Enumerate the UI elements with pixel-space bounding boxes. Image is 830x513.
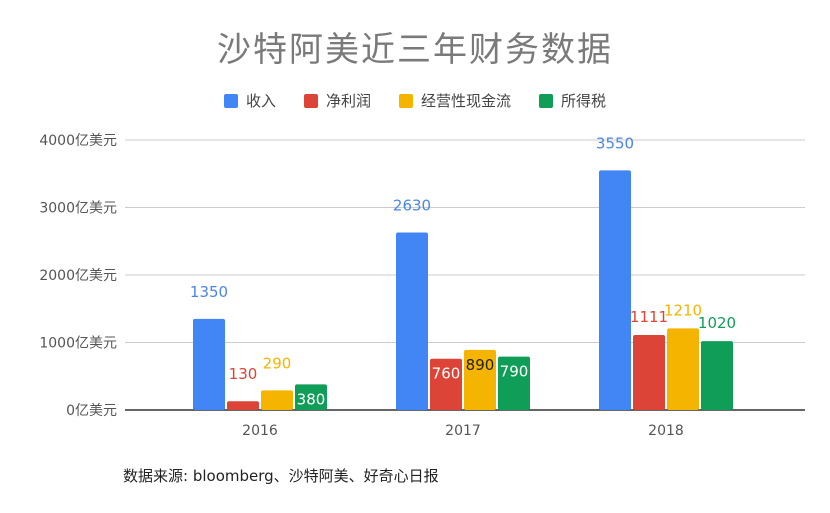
data-label: 380 (297, 390, 326, 408)
bar (430, 358, 462, 410)
data-label: 1350 (190, 283, 228, 301)
x-tick-label: 2017 (445, 423, 481, 439)
legend-label-operating-cash-flow: 经营性现金流 (421, 92, 512, 110)
legend-label-income-tax: 所得税 (561, 92, 607, 110)
bar (633, 335, 665, 410)
data-label: 890 (466, 356, 495, 374)
legend-item-income-tax: 所得税 (539, 90, 606, 111)
bar (667, 328, 699, 410)
bar (295, 384, 327, 410)
y-tick-label: 4000亿美元 (39, 133, 117, 149)
y-tick-label: 3000亿美元 (39, 201, 117, 217)
legend-item-net-profit: 净利润 (303, 90, 371, 111)
legend-label-net-profit: 净利润 (325, 92, 371, 110)
chart-title: 沙特阿美近三年财务数据 (217, 30, 613, 70)
x-tick-label: 2018 (648, 423, 684, 439)
legend-swatch-income-tax (539, 93, 554, 108)
bar (396, 232, 428, 410)
data-label: 290 (263, 354, 292, 372)
source-note: 数据来源: bloomberg、沙特阿美、好奇心日报 (123, 467, 439, 485)
data-label: 3550 (596, 134, 634, 152)
data-label: 2630 (393, 196, 431, 214)
data-label: 1111 (630, 308, 668, 326)
chart-legend: 收入 净利润 经营性现金流 所得税 (0, 90, 830, 111)
legend-label-revenue: 收入 (245, 92, 276, 110)
bar (498, 356, 530, 410)
x-tick-label: 2016 (242, 423, 278, 439)
bar (599, 170, 631, 410)
data-label: 1020 (698, 314, 736, 332)
bar (193, 318, 225, 410)
y-tick-label: 2000亿美元 (39, 268, 117, 284)
y-tick-label: 0亿美元 (66, 403, 117, 419)
legend-swatch-operating-cash-flow (399, 93, 413, 108)
legend-swatch-revenue (223, 93, 238, 108)
bar (227, 401, 259, 410)
y-tick-label: 1000亿美元 (39, 336, 117, 352)
bar (261, 390, 293, 410)
data-label: 130 (229, 365, 258, 383)
data-label: 1210 (664, 301, 702, 319)
legend-swatch-net-profit (303, 93, 318, 108)
data-label: 760 (432, 365, 461, 383)
legend-item-operating-cash-flow: 经营性现金流 (399, 90, 511, 111)
bar (464, 349, 496, 410)
bar (701, 341, 733, 410)
legend-item-revenue: 收入 (223, 90, 276, 111)
data-label: 790 (500, 363, 529, 381)
